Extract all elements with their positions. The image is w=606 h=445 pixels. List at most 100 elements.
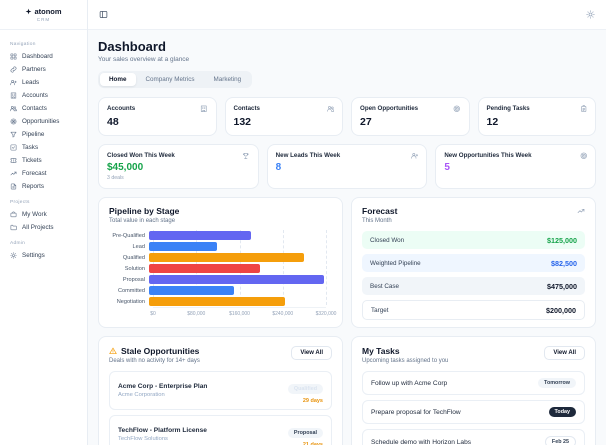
task-name: Schedule demo with Horizon Labs <box>371 438 472 445</box>
sidebar-item-leads[interactable]: Leads <box>8 76 79 89</box>
sidebar-item-all-projects[interactable]: All Projects <box>8 221 79 234</box>
forecast-row-value: $82,500 <box>551 258 577 268</box>
forecast-card: Forecast This Month Closed Won $125,000 … <box>351 197 596 328</box>
chart-bar <box>149 297 285 306</box>
sidebar-item-accounts[interactable]: Accounts <box>8 89 79 102</box>
sidebar-item-label: Opportunities <box>22 118 60 125</box>
sidebar-item-label: Settings <box>22 252 45 259</box>
chart-bar <box>149 242 217 251</box>
highlight-label: Closed Won This Week <box>107 151 175 159</box>
funnel-icon <box>10 131 17 138</box>
charts-row: Pipeline by Stage Total value in each st… <box>98 197 596 328</box>
chart-bar <box>149 253 305 262</box>
sidebar-item-partners[interactable]: Partners <box>8 63 79 76</box>
sidebar-item-my-work[interactable]: My Work <box>8 208 79 221</box>
chart-category-label: Qualified <box>122 254 145 261</box>
tab-marketing[interactable]: Marketing <box>205 73 251 86</box>
tasks-view-all-button[interactable]: View All <box>544 346 585 360</box>
sidebar-item-dashboard[interactable]: Dashboard <box>8 50 79 63</box>
forecast-row-closed-won: Closed Won $125,000 <box>362 231 585 249</box>
tab-company-metrics[interactable]: Company Metrics <box>137 73 204 86</box>
dashboard-tabs: Home Company Metrics Marketing <box>98 71 253 88</box>
sidebar-item-contacts[interactable]: Contacts <box>8 102 79 115</box>
stat-value: 132 <box>233 115 252 128</box>
panel-left-toggle-button[interactable] <box>99 10 108 19</box>
forecast-row-value: $475,000 <box>547 281 577 291</box>
chart-bar-row-pre-qualified: Pre-Qualified <box>109 230 332 241</box>
forecast-row-value: $125,000 <box>547 235 577 245</box>
opportunity-age: 29 days <box>302 398 323 404</box>
chart-bar-row-solution: Solution <box>109 263 332 274</box>
highlight-value: $45,000 <box>107 162 144 173</box>
trending-up-icon <box>577 207 585 215</box>
stat-card-pending-tasks: Pending Tasks 12 <box>477 97 596 136</box>
highlight-label: New Opportunities This Week <box>444 151 532 159</box>
sidebar-item-label: Contacts <box>22 105 47 112</box>
sidebar-item-tickets[interactable]: Tickets <box>8 154 79 167</box>
stats-row: Accounts 48 Contacts 132 Open Opportunit… <box>98 97 596 136</box>
highlight-value: 5 <box>444 162 450 173</box>
briefcase-icon <box>10 211 17 218</box>
stat-value: 12 <box>486 115 499 128</box>
spark-icon <box>25 8 32 15</box>
sidebar-item-label: Tasks <box>22 144 39 151</box>
forecast-row-label: Closed Won <box>370 236 405 244</box>
chart-bar <box>149 231 252 240</box>
users-icon <box>10 105 17 112</box>
stat-label: Accounts <box>107 105 136 113</box>
ticket-icon <box>10 157 17 164</box>
chart-x-tick: $80,000 <box>187 311 206 317</box>
opportunity-name: TechFlow - Platform License <box>118 427 207 434</box>
sidebar-section-label-projects: Projects <box>10 200 30 205</box>
sidebar-item-reports[interactable]: Reports <box>8 180 79 193</box>
highlight-value: 8 <box>275 162 282 173</box>
opportunity-age: 21 days <box>302 442 323 445</box>
forecast-row-best-case: Best Case $475,000 <box>362 277 585 295</box>
pipeline-title: Pipeline by Stage <box>109 206 180 216</box>
content-column: Dashboard Your sales overview at a glanc… <box>88 0 606 445</box>
my-tasks-card: My Tasks Upcoming tasks assigned to you … <box>351 336 596 445</box>
highlight-card-new-opportunities-this-week: New Opportunities This Week 5 <box>435 143 596 189</box>
forecast-row-label: Target <box>371 306 389 314</box>
sidebar-item-opportunities[interactable]: Opportunities <box>8 115 79 128</box>
app-name: atonom <box>34 7 62 16</box>
sidebar-item-tasks[interactable]: Tasks <box>8 141 79 154</box>
chart-category-label: Solution <box>124 265 145 272</box>
task-row-follow-up-with-acme-corp[interactable]: Follow up with Acme Corp Tomorrow <box>362 371 585 395</box>
users-icon <box>326 105 335 113</box>
sidebar-section-label-navigation: Navigation <box>10 42 36 47</box>
target-icon <box>10 118 17 125</box>
highlights-row: Closed Won This Week $45,000 3 deals New… <box>98 143 596 189</box>
stale-view-all-button[interactable]: View All <box>291 346 332 360</box>
sidebar-item-pipeline[interactable]: Pipeline <box>8 128 79 141</box>
folder-icon <box>10 224 17 231</box>
task-due-badge: Today <box>548 407 576 417</box>
opportunity-row-techflow-platform-license[interactable]: TechFlow - Platform License TechFlow Sol… <box>109 415 332 445</box>
task-row-prepare-proposal-for-techflow[interactable]: Prepare proposal for TechFlow Today <box>362 400 585 424</box>
highlight-sub: 3 deals <box>107 175 124 181</box>
stale-opportunity-list: Acme Corp - Enterprise Plan Acme Corpora… <box>109 371 332 445</box>
chart-x-tick: $240,000 <box>272 311 294 317</box>
sidebar-item-forecast[interactable]: Forecast <box>8 167 79 180</box>
stat-value: 48 <box>107 115 119 128</box>
chart-category-label: Negotiation <box>116 298 145 305</box>
chart-bar-row-proposal: Proposal <box>109 274 332 285</box>
theme-toggle-button[interactable] <box>586 10 595 19</box>
stat-card-open-opportunities: Open Opportunities 27 <box>351 97 470 136</box>
opportunity-row-acme-corp-enterprise-plan[interactable]: Acme Corp - Enterprise Plan Acme Corpora… <box>109 371 332 410</box>
topbar <box>88 0 606 30</box>
chart-x-tick: $320,000 <box>315 311 337 317</box>
sidebar-item-settings[interactable]: Settings <box>8 249 79 262</box>
page-title: Dashboard <box>98 39 166 54</box>
grid-icon <box>10 53 17 60</box>
sidebar-item-label: Leads <box>22 79 40 86</box>
tab-home[interactable]: Home <box>100 73 136 86</box>
chart-bar-row-qualified: Qualified <box>109 252 332 263</box>
stat-card-contacts: Contacts 132 <box>224 97 343 136</box>
target-icon <box>580 152 588 160</box>
task-due-badge: Tomorrow <box>538 378 576 388</box>
task-name: Follow up with Acme Corp <box>371 379 448 387</box>
chart-bar-row-negotiation: Negotiation <box>109 296 332 307</box>
sidebar-section-label-admin: Admin <box>10 241 26 246</box>
task-row-schedule-demo-with-horizon-labs[interactable]: Schedule demo with Horizon Labs Feb 25 <box>362 429 585 445</box>
